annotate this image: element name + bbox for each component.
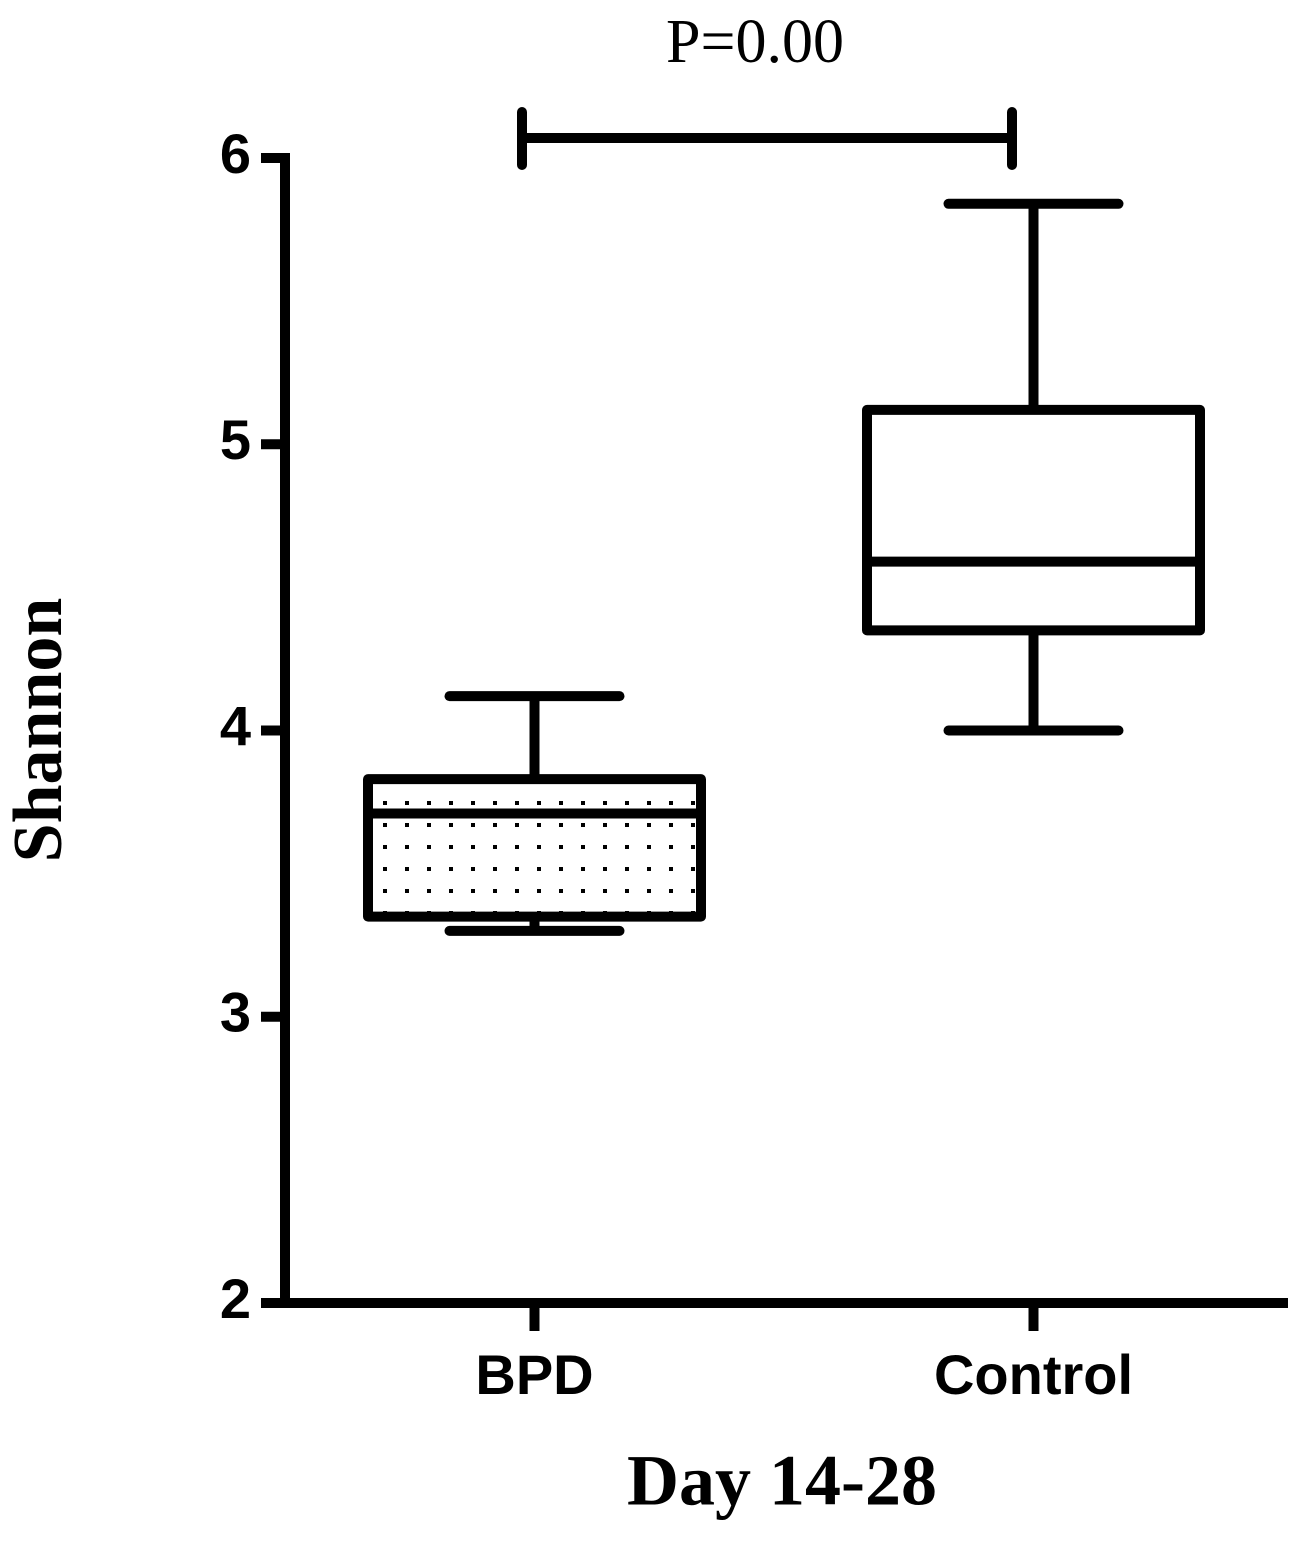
y-tick-label: 6 <box>220 122 251 185</box>
y-tick-label: 3 <box>220 981 251 1044</box>
x-tick-label: BPD <box>475 1343 593 1406</box>
y-axis-label: Shannon <box>0 598 77 863</box>
significance-bracket <box>517 107 1017 170</box>
x-tick-label: Control <box>934 1343 1133 1406</box>
annotation: P=0.00 <box>666 8 844 76</box>
box <box>862 404 1205 636</box>
y-tick-label: 2 <box>220 1267 251 1330</box>
y-tick-label: 4 <box>220 694 251 757</box>
box <box>363 774 706 922</box>
x-axis-label: Day 14-28 <box>627 1441 937 1521</box>
y-tick-label: 5 <box>220 408 251 471</box>
